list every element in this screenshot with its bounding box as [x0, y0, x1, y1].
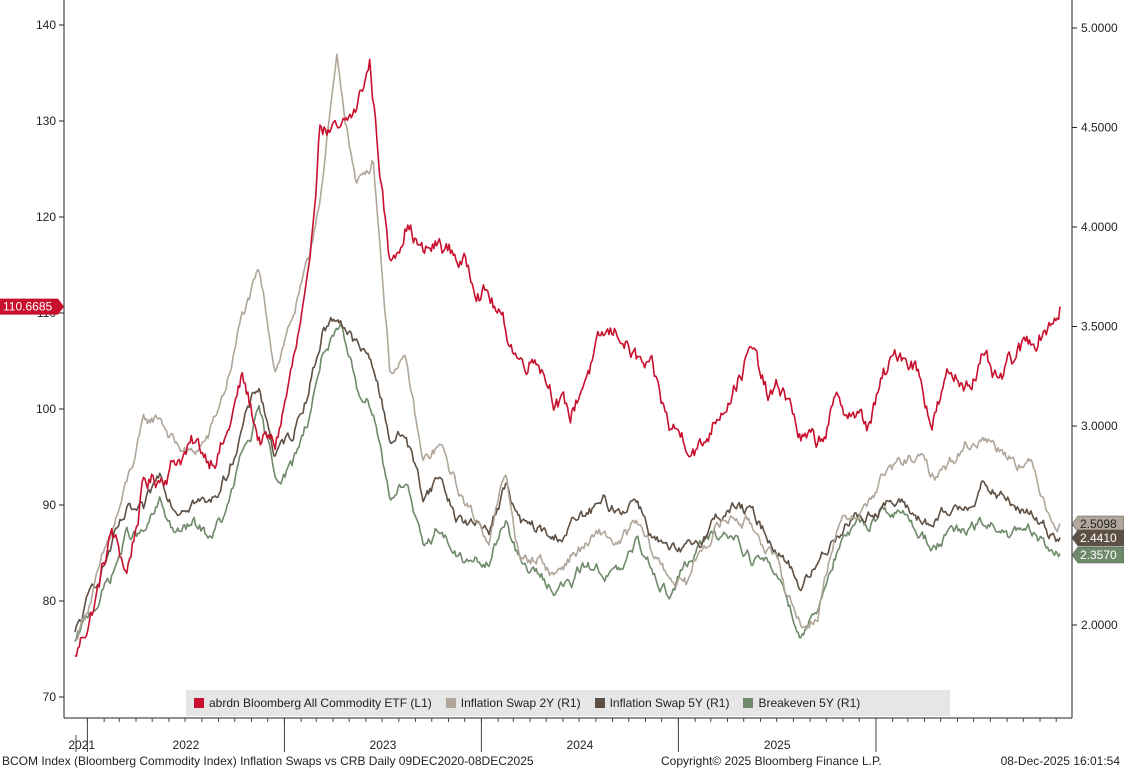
left-tick-label: 90 [43, 498, 57, 512]
legend-swatch [194, 698, 204, 708]
last-value-text: 2.5098 [1080, 517, 1117, 531]
right-tick-label: 4.0000 [1081, 220, 1118, 234]
series-line-breakeven-5y-r1 [74, 323, 1061, 642]
left-tick-label: 70 [43, 690, 57, 704]
left-tick-label: 120 [36, 210, 56, 224]
series-line-inflation-swap-5y-r1 [74, 316, 1061, 633]
last-value-label: 2.4410 [1071, 529, 1124, 547]
legend-swatch [594, 698, 605, 708]
legend-item: Inflation Swap 2Y (R1) [445, 696, 581, 710]
right-tick-label: 2.0000 [1081, 618, 1118, 632]
last-value-text: 2.3570 [1080, 548, 1117, 562]
year-label: 2024 [567, 738, 594, 752]
footer-title: BCOM Index (Bloomberg Commodity Index) I… [2, 754, 534, 768]
right-tick-label: 3.5000 [1081, 320, 1118, 334]
year-label: 2022 [173, 738, 200, 752]
last-value-label: 2.5098 [1071, 515, 1124, 533]
year-label: 2021 [68, 738, 95, 752]
legend-item: abrdn Bloomberg All Commodity ETF (L1) [194, 696, 432, 710]
legend-swatch [743, 698, 754, 708]
year-label: 2023 [370, 738, 397, 752]
legend-label: Breakeven 5Y (R1) [758, 696, 861, 710]
legend-item: Breakeven 5Y (R1) [743, 696, 860, 710]
last-value-text: 2.4410 [1080, 531, 1117, 545]
right-tick-label: 5.0000 [1081, 21, 1118, 35]
legend-label: Inflation Swap 5Y (R1) [609, 696, 730, 710]
footer-copyright: Copyright© 2025 Bloomberg Finance L.P. [661, 754, 882, 768]
last-value-label: 2.3570 [1071, 546, 1124, 564]
legend-item: Inflation Swap 5Y (R1) [594, 696, 730, 710]
series-line-abrdn-bloomberg-all-commodity-etf-l1 [74, 58, 1061, 658]
left-tick-label: 140 [36, 18, 56, 32]
year-label: 2025 [764, 738, 791, 752]
right-tick-label: 3.0000 [1081, 419, 1118, 433]
legend-label: abrdn Bloomberg All Commodity ETF (L1) [209, 696, 432, 710]
left-tick-label: 130 [36, 114, 56, 128]
left-tick-label: 80 [43, 594, 57, 608]
last-value-label: 110.6685 [0, 298, 64, 315]
last-value-text: 110.6685 [3, 300, 52, 314]
left-tick-label: 100 [36, 402, 56, 416]
chart-legend: abrdn Bloomberg All Commodity ETF (L1) In… [186, 690, 950, 716]
footer-timestamp: 08-Dec-2025 16:01:54 [1000, 754, 1120, 768]
series-layer [74, 53, 1061, 658]
series-line-inflation-swap-2y-r1 [74, 53, 1061, 641]
legend-swatch [445, 698, 456, 708]
right-tick-label: 4.5000 [1081, 121, 1118, 135]
legend-label: Inflation Swap 2Y (R1) [460, 696, 581, 710]
